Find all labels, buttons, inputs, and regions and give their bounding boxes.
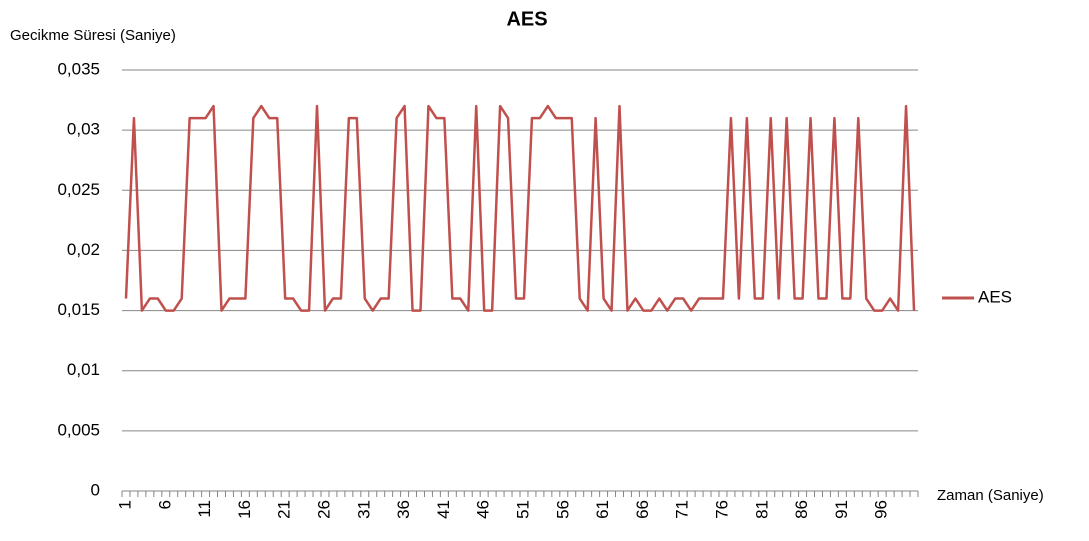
y-tick-label: 0,03	[67, 120, 100, 139]
y-axis-title: Gecikme Süresi (Saniye)	[10, 27, 176, 44]
legend-label: AES	[978, 287, 1012, 306]
x-tick-label: 1	[115, 500, 134, 509]
x-tick-label: 6	[155, 500, 174, 509]
y-tick-label: 0,005	[57, 420, 100, 439]
x-tick-label: 71	[673, 500, 692, 519]
x-tick-label: 46	[474, 500, 493, 519]
x-tick-label: 31	[354, 500, 373, 519]
series-line	[124, 104, 916, 312]
chart-title: AES	[506, 8, 547, 30]
x-tick-label: 16	[235, 500, 254, 519]
y-tick-label: 0,015	[57, 300, 100, 319]
x-tick-label: 41	[434, 500, 453, 519]
x-tick-label: 81	[752, 500, 771, 519]
x-tick-label: 36	[394, 500, 413, 519]
x-tick-label: 61	[593, 500, 612, 519]
x-tick-label: 11	[195, 500, 214, 518]
x-axis-title: Zaman (Saniye)	[937, 487, 1044, 504]
x-tick-label: 76	[712, 500, 731, 519]
y-tick-label: 0,035	[57, 59, 100, 78]
x-tick-label: 51	[513, 500, 532, 519]
x-tick-label: 21	[275, 500, 294, 519]
y-tick-label: 0	[91, 480, 100, 499]
x-tick-label: 66	[633, 500, 652, 519]
x-tick-label: 91	[832, 500, 851, 519]
y-tick-label: 0,025	[57, 180, 100, 199]
x-tick-label: 26	[314, 500, 333, 519]
y-tick-label: 0,02	[67, 240, 100, 259]
x-tick-label: 96	[872, 500, 891, 519]
x-tick-label: 86	[792, 500, 811, 519]
y-tick-label: 0,01	[67, 360, 100, 379]
x-tick-label: 56	[553, 500, 572, 519]
